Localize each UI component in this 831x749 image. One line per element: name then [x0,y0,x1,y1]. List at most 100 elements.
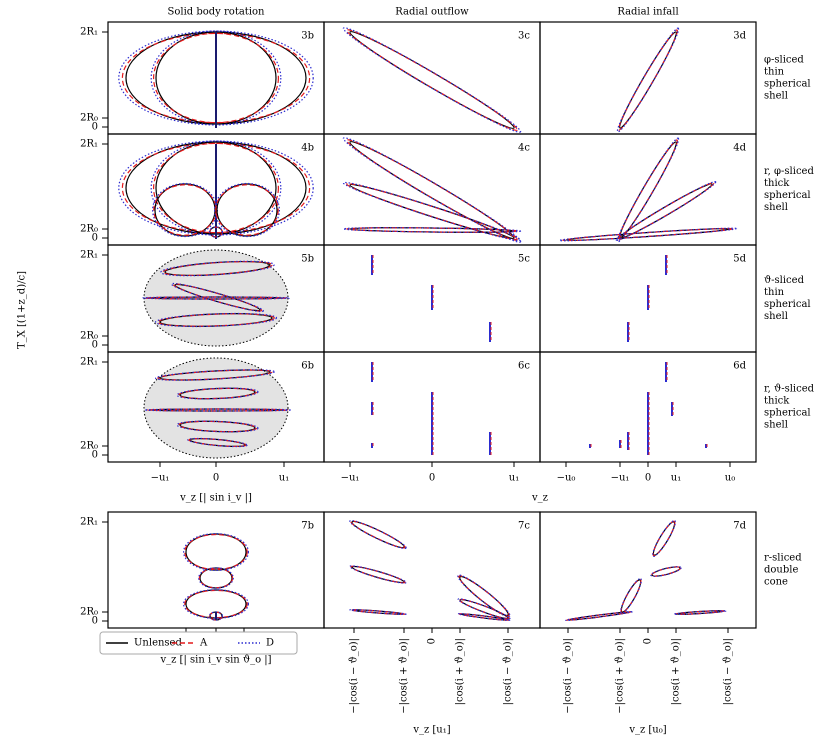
x-tick-label: −|cos(i + ϑ_o)| [399,638,410,714]
curve [617,29,679,131]
curve [154,312,278,328]
y-axis-label: T_X [(1+z_d)/c] [17,271,28,349]
y-tick-label: 0 [92,233,98,244]
x-tick-label: |cos(i − ϑ_o)| [723,638,734,705]
curve [162,261,273,276]
y-tick-label: 2R₀ [80,441,98,452]
panel-label: 7b [301,521,314,532]
curve [350,520,406,549]
row-label: cone [764,577,788,588]
curve [176,387,259,400]
curve [342,137,522,243]
row-label: r, φ-sliced [764,166,814,177]
curve [144,408,292,412]
curve [198,567,234,589]
legend-box [99,631,298,655]
curve [183,589,250,619]
curve [620,578,642,614]
row-label: spherical [764,408,811,419]
curve [188,438,247,447]
curve [164,260,271,277]
curve [346,182,518,241]
curve [617,139,679,241]
y-tick-label: 2R₀ [80,331,98,342]
row-label: thick [764,178,790,189]
row-label: shell [764,202,788,213]
curve [564,610,634,622]
curve [214,182,281,238]
x-tick-label: |cos(i + ϑ_o)| [455,638,466,705]
row-label: shell [764,311,788,322]
curve [349,519,407,550]
curve [558,227,738,242]
legend-label: A [199,638,208,649]
curve [673,609,727,616]
curve [652,520,676,557]
curve [617,182,715,240]
row-label: spherical [764,190,811,201]
panel-label: 6b [301,361,314,372]
curve [457,574,511,618]
curve [652,519,676,558]
panel-label: 7d [733,521,746,532]
panel-label: 5c [518,254,530,265]
panel-label: 4b [301,143,314,154]
panel-label: 6c [518,361,530,372]
curve [615,181,717,241]
panel-label: 3d [733,31,746,42]
y-tick-label: 2R₀ [80,224,98,235]
x-tick-label: −u₁ [341,473,360,484]
curve [620,579,642,613]
x-tick-label: −u₀ [557,473,576,484]
row-label: thick [764,396,790,407]
curve [160,260,275,277]
column-title: Solid body rotation [168,7,266,18]
curve [351,520,405,549]
row-label: thin [764,67,785,78]
y-tick-label: 0 [92,340,98,351]
y-tick-label: 0 [92,122,98,133]
y-tick-label: 2R₁ [80,517,98,528]
x-axis-label: v_z [531,493,548,504]
x-axis-label: v_z [u₀] [628,725,666,736]
curve [177,420,258,433]
x-tick-label: u₁ [279,473,289,484]
y-tick-label: 2R₁ [80,27,98,38]
curve [349,31,515,129]
curve [208,226,224,238]
curve [176,420,259,433]
curve [177,387,258,400]
curve [215,184,279,236]
legend-label: Unlensed [134,638,182,649]
curve [146,408,289,412]
curve [184,533,248,571]
curve [179,387,256,400]
curve [349,183,515,240]
curve [616,27,680,133]
curve [457,598,511,620]
panel-label: 3c [518,31,530,42]
curve [650,566,682,577]
row-label: shell [764,91,788,102]
x-tick-label: 0 [645,473,651,484]
y-tick-label: 0 [92,450,98,461]
curve [616,137,680,243]
y-tick-label: 2R₁ [80,357,98,368]
x-tick-label: 0 [643,638,654,644]
panel-label: 5d [733,254,746,265]
y-tick-label: 2R₁ [80,250,98,261]
curve [121,32,311,124]
curve [342,227,522,233]
curve [342,27,522,133]
x-tick-label: −|cos(i − ϑ_o)| [349,638,360,714]
x-tick-label: u₀ [725,473,735,484]
x-axis-label: v_z [| sin i_v sin ϑ_o |] [159,655,271,666]
row-label: double [764,565,798,576]
row-label: shell [764,420,788,431]
x-tick-label: −|cos(i − ϑ_o)| [563,638,574,714]
row-label: spherical [764,79,811,90]
x-tick-label: −u₁ [151,473,170,484]
curve [154,369,276,381]
curve [187,437,248,448]
